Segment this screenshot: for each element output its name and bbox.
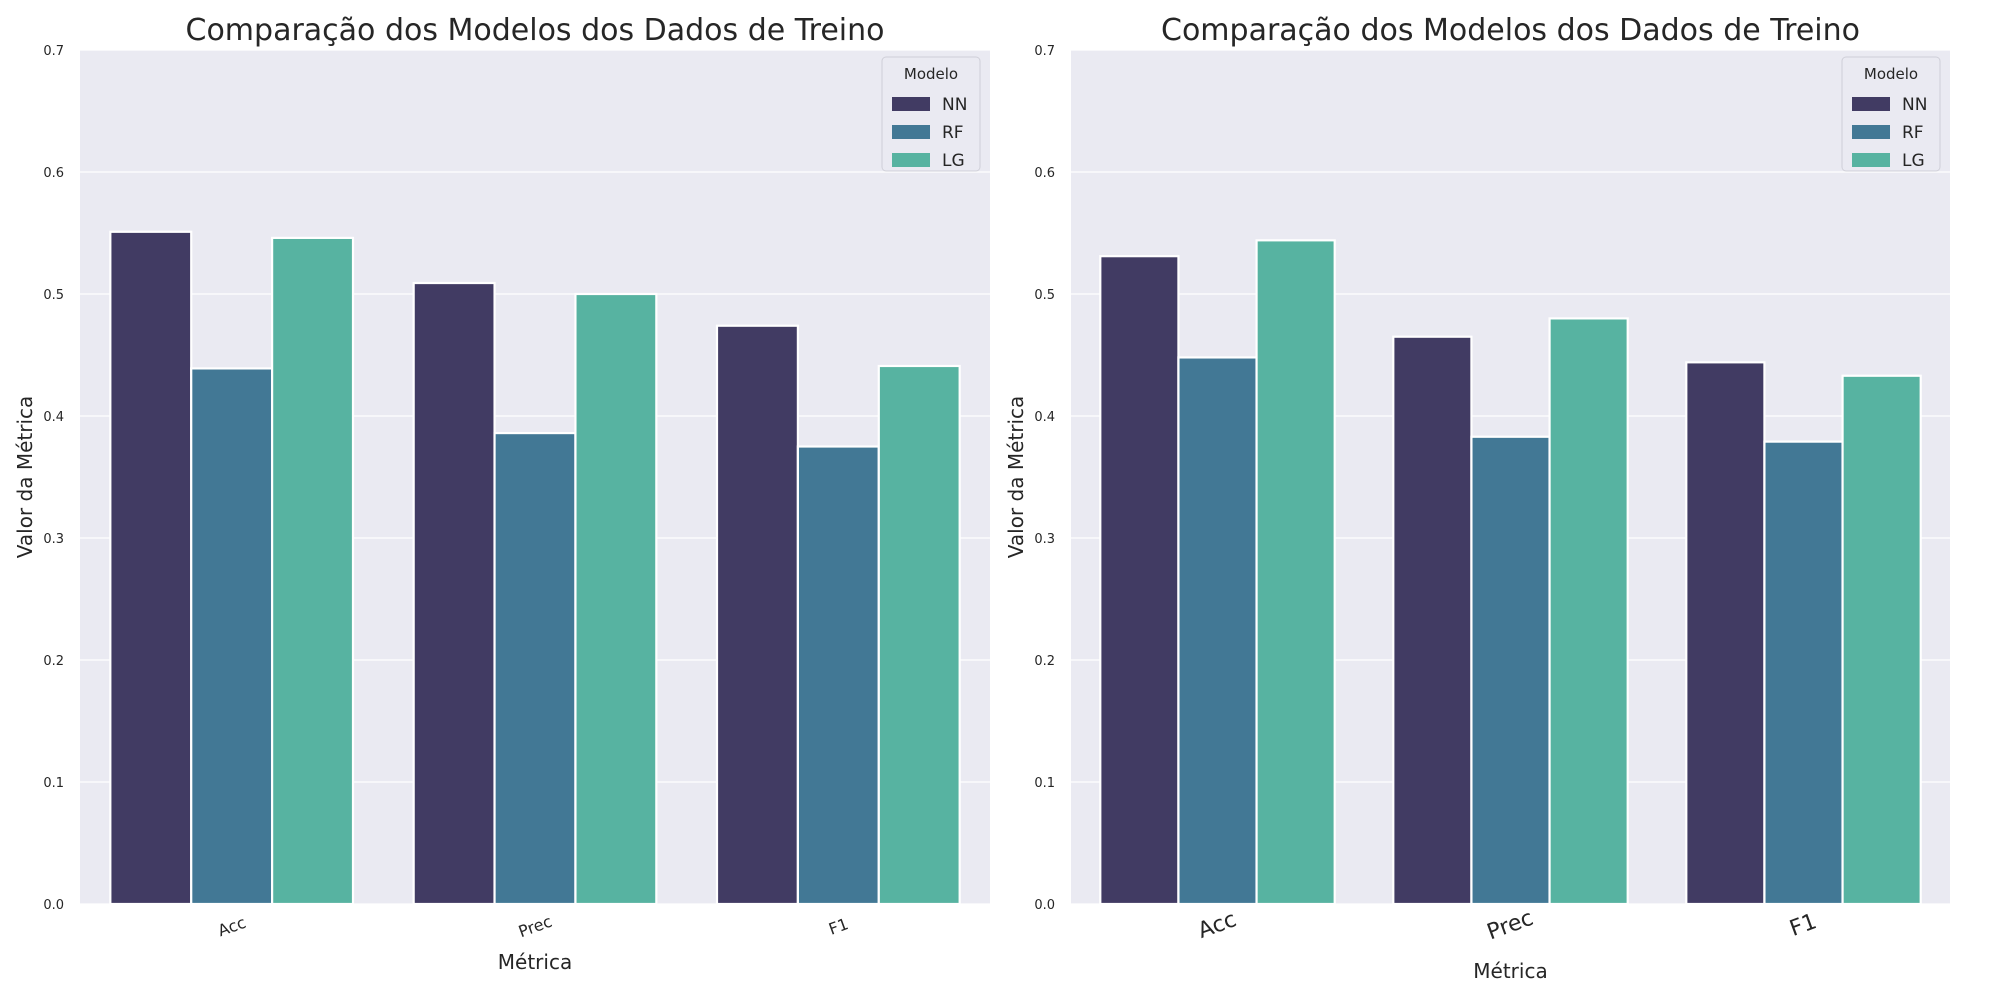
bar-nn-f1 [1685, 361, 1766, 906]
y-tick-label: 0.1 [43, 776, 64, 791]
bar-nn-acc [109, 230, 193, 906]
legend-title: Modelo [904, 65, 958, 83]
bar-rf-acc [190, 367, 274, 906]
x-tick-label: Prec [1484, 906, 1537, 946]
x-axis-label: Métrica [1473, 959, 1547, 983]
bar-rf-prec [493, 431, 577, 906]
legend-label-lg: LG [1902, 151, 1925, 171]
bar-nn-acc [1099, 255, 1180, 906]
y-tick-label: 0.0 [1034, 898, 1055, 913]
bar-lg-acc [271, 236, 355, 906]
bar-rf-acc [1177, 356, 1258, 906]
legend-label-rf: RF [942, 123, 964, 143]
y-axis-label: Valor da Métrica [1004, 396, 1028, 559]
y-tick-label: 0.2 [1034, 654, 1055, 669]
legend-box [1841, 56, 1941, 172]
x-axis-label: Métrica [498, 950, 572, 974]
y-axis-label: Valor da Métrica [13, 396, 37, 559]
x-tick-label: F1 [826, 914, 851, 938]
y-tick-label: 0.6 [43, 166, 64, 181]
chart-2: 0.0 0.1 0.2 0.3 0.4 0.5 0.6 0.7 Acc Prec F1 Métrica… [1004, 13, 1950, 983]
y-tick-label: 0.3 [1034, 532, 1055, 547]
bar-lg-prec [1548, 317, 1629, 906]
bar-lg-f1 [1841, 374, 1922, 906]
bar-lg-acc [1255, 239, 1336, 906]
x-tick-label: Acc [1195, 907, 1240, 944]
bar-rf-prec [1470, 435, 1551, 906]
y-tick-label: 0.6 [1034, 166, 1055, 181]
legend-swatch-nn [1852, 97, 1890, 111]
legend-swatch-lg [892, 153, 930, 167]
y-tick-label: 0.5 [43, 288, 64, 303]
x-tick-label: F1 [1787, 909, 1821, 942]
legend: Modelo NN RF LG [881, 56, 981, 172]
y-tick-label: 0.2 [43, 654, 64, 669]
legend: Modelo NN RF LG [1841, 56, 1941, 172]
y-tick-label: 0.3 [43, 532, 64, 547]
bar-rf-f1 [1763, 440, 1844, 906]
legend-swatch-lg [1852, 153, 1890, 167]
legend-label-lg: LG [942, 151, 965, 171]
legend-label-nn: NN [942, 95, 967, 115]
bar-lg-prec [574, 292, 658, 906]
chart-title: Comparação dos Modelos dos Dados de Trei… [186, 13, 885, 48]
legend-label-nn: NN [1902, 95, 1927, 115]
legend-label-rf: RF [1902, 123, 1924, 143]
x-tick-label: Acc [215, 913, 248, 941]
y-tick-label: 0.0 [43, 898, 64, 913]
legend-swatch-rf [892, 125, 930, 139]
legend-swatch-rf [1852, 125, 1890, 139]
bar-nn-f1 [715, 324, 799, 906]
y-tick-label: 0.7 [1034, 44, 1055, 59]
chart-title: Comparação dos Modelos dos Dados de Trei… [1161, 13, 1860, 48]
y-tick-label: 0.1 [1034, 776, 1055, 791]
y-tick-label: 0.4 [43, 410, 64, 425]
bar-nn-prec [412, 281, 496, 906]
y-tick-label: 0.7 [43, 44, 64, 59]
chart-1: 0.0 0.1 0.2 0.3 0.4 0.5 0.6 0.7 Acc Prec F1 Métrica… [13, 13, 990, 974]
y-tick-label: 0.4 [1034, 410, 1055, 425]
bar-lg-f1 [877, 364, 961, 906]
bar-rf-f1 [796, 445, 880, 906]
legend-box [881, 56, 981, 172]
legend-title: Modelo [1864, 65, 1918, 83]
bar-nn-prec [1392, 335, 1473, 906]
x-tick-label: Prec [516, 912, 555, 942]
legend-swatch-nn [892, 97, 930, 111]
y-tick-label: 0.5 [1034, 288, 1055, 303]
